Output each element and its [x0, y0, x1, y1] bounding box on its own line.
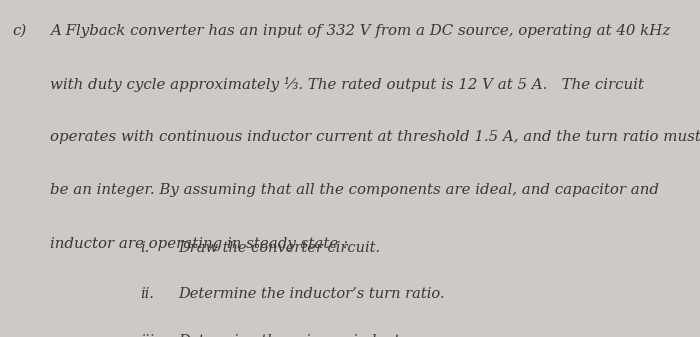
Text: inductor are operating in steady state :: inductor are operating in steady state :: [50, 237, 349, 251]
Text: operates with continuous inductor current at threshold 1.5 A, and the turn ratio: operates with continuous inductor curren…: [50, 130, 700, 144]
Text: Determine the inductor’s turn ratio.: Determine the inductor’s turn ratio.: [178, 287, 445, 302]
Text: ii.: ii.: [140, 287, 154, 302]
Text: be an integer. By assuming that all the components are ideal, and capacitor and: be an integer. By assuming that all the …: [50, 183, 659, 197]
Text: i.: i.: [140, 241, 149, 255]
Text: iii.: iii.: [140, 334, 158, 337]
Text: A Flyback converter has an input of 332 V from a DC source, operating at 40 kHz: A Flyback converter has an input of 332 …: [50, 24, 671, 38]
Text: with duty cycle approximately ¹⁄₃. The rated output is 12 V at 5 A.   The circui: with duty cycle approximately ¹⁄₃. The r…: [50, 77, 644, 92]
Text: Determine the primary inductance.: Determine the primary inductance.: [178, 334, 440, 337]
Text: Draw the converter circuit.: Draw the converter circuit.: [178, 241, 381, 255]
Text: c): c): [13, 24, 27, 38]
